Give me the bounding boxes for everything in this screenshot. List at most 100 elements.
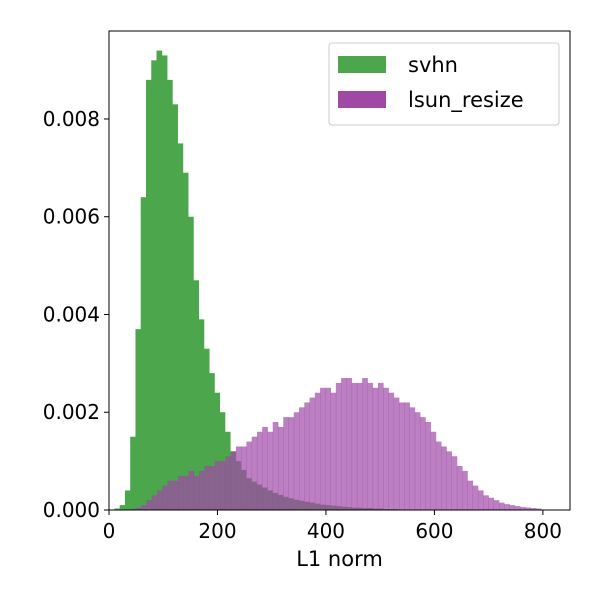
- lsun-resize-bar: [530, 508, 537, 510]
- lsun-resize-bar: [277, 426, 284, 510]
- lsun-resize-bar: [383, 387, 389, 510]
- lsun-resize-bar: [420, 417, 426, 510]
- legend: svhn lsun_resize: [328, 42, 560, 126]
- lsun-resize-bar: [477, 490, 484, 510]
- lsun-resize-bar: [267, 431, 274, 510]
- x-axis-label: L1 norm: [296, 547, 383, 571]
- lsun-resize-bar: [320, 387, 326, 510]
- y-tick-label: 0.008: [43, 107, 100, 131]
- svhn-bar: [135, 329, 142, 510]
- lsun-resize-bar: [351, 382, 358, 510]
- lsun-resize-bar: [235, 446, 242, 510]
- lsun-resize-bar: [356, 382, 363, 510]
- lsun-resize-bar: [430, 431, 437, 510]
- lsun-resize-bar: [251, 436, 258, 510]
- y-axis-ticks: 0.000 0.002 0.004 0.006 0.008: [43, 107, 109, 522]
- lsun-resize-bar: [304, 402, 310, 510]
- svhn-bar: [172, 104, 178, 510]
- lsun-resize-bar: [209, 466, 216, 510]
- y-tick-label: 0.004: [43, 302, 100, 326]
- lsun-resize-bar: [162, 485, 168, 510]
- lsun-resize-bar: [335, 382, 342, 510]
- lsun-resize-bar: [230, 451, 237, 510]
- x-tick-label: 800: [524, 519, 562, 543]
- svhn-bar: [198, 319, 205, 510]
- lsun-resize-bar: [272, 422, 279, 510]
- lsun-resize-bar: [462, 470, 468, 510]
- lsun-resize-bar: [288, 417, 295, 510]
- lsun-resize-bar: [414, 412, 421, 510]
- lsun-resize-bar: [409, 407, 416, 510]
- lsun-resize-bar: [183, 475, 189, 510]
- lsun-resize-bar: [451, 456, 458, 510]
- svhn-bar: [151, 60, 157, 510]
- svhn-bar: [182, 172, 189, 510]
- lsun-resize-bar: [199, 470, 205, 510]
- lsun-resize-bar: [220, 461, 226, 510]
- lsun-resize-bar: [178, 475, 184, 510]
- lsun-resize-bar: [146, 500, 153, 510]
- lsun-resize-bar: [214, 461, 221, 510]
- y-tick-label: 0.000: [43, 498, 100, 522]
- x-axis-ticks: 0 200 400 600 800: [103, 510, 562, 543]
- lsun-resize-bar: [472, 485, 479, 510]
- lsun-resize-bar: [283, 417, 289, 510]
- lsun-resize-bar: [246, 441, 253, 510]
- lsun-resize-bars: [130, 378, 542, 510]
- lsun-resize-bar: [293, 412, 300, 510]
- lsun-resize-bar: [435, 441, 442, 510]
- lsun-resize-bar: [509, 505, 516, 510]
- x-tick-label: 400: [307, 519, 345, 543]
- x-tick-label: 0: [103, 519, 116, 543]
- x-tick-label: 600: [415, 519, 453, 543]
- lsun-resize-bar: [398, 402, 405, 510]
- svhn-bar: [114, 508, 121, 510]
- lsun-resize-bar: [493, 500, 500, 510]
- lsun-resize-bar: [388, 392, 395, 510]
- lsun-resize-bar: [535, 508, 542, 510]
- lsun-resize-bar: [262, 426, 268, 510]
- svhn-bar: [140, 197, 147, 511]
- svhn-bar: [145, 79, 152, 510]
- lsun-resize-bar: [425, 422, 431, 510]
- x-tick-label: 200: [198, 519, 236, 543]
- lsun-resize-bar: [441, 446, 447, 510]
- plot-frame: [108, 30, 571, 511]
- legend-label-lsun-resize: lsun_resize: [408, 88, 524, 113]
- svhn-bar: [156, 50, 163, 510]
- lsun-resize-bar: [204, 466, 211, 510]
- lsun-resize-bar: [241, 446, 247, 510]
- lsun-resize-bar: [151, 495, 158, 510]
- lsun-resize-bar: [188, 470, 195, 510]
- lsun-resize-bar: [446, 451, 453, 510]
- y-tick-label: 0.002: [43, 400, 100, 424]
- lsun-resize-bar: [362, 378, 368, 510]
- svhn-bar: [177, 143, 184, 510]
- lsun-resize-bar: [225, 456, 232, 510]
- legend-swatch-svhn: [338, 56, 386, 73]
- svhn-bar: [167, 79, 173, 510]
- lsun-resize-bar: [519, 507, 526, 510]
- svhn-bar: [214, 392, 221, 510]
- lsun-resize-bar: [167, 480, 174, 510]
- lsun-resize-bar: [256, 431, 263, 510]
- lsun-resize-bar: [488, 497, 495, 510]
- lsun-resize-bar: [393, 397, 400, 510]
- lsun-resize-bar: [341, 378, 347, 510]
- legend-swatch-lsun-resize: [338, 91, 386, 108]
- lsun-resize-bar: [135, 507, 142, 510]
- lsun-resize-bar: [467, 480, 474, 510]
- lsun-resize-bar: [346, 378, 353, 510]
- y-tick-label: 0.006: [43, 205, 100, 229]
- svhn-bar: [203, 348, 210, 510]
- lsun-resize-bar: [193, 475, 200, 510]
- lsun-resize-bar: [372, 387, 379, 510]
- lsun-resize-bar: [330, 392, 337, 510]
- lsun-resize-bar: [156, 490, 163, 510]
- lsun-resize-bar: [504, 504, 510, 510]
- lsun-resize-bar: [141, 505, 147, 510]
- lsun-resize-bar: [299, 407, 305, 510]
- svhn-bar: [188, 216, 194, 511]
- svhn-bar: [193, 280, 199, 510]
- lsun-resize-bar: [514, 506, 521, 510]
